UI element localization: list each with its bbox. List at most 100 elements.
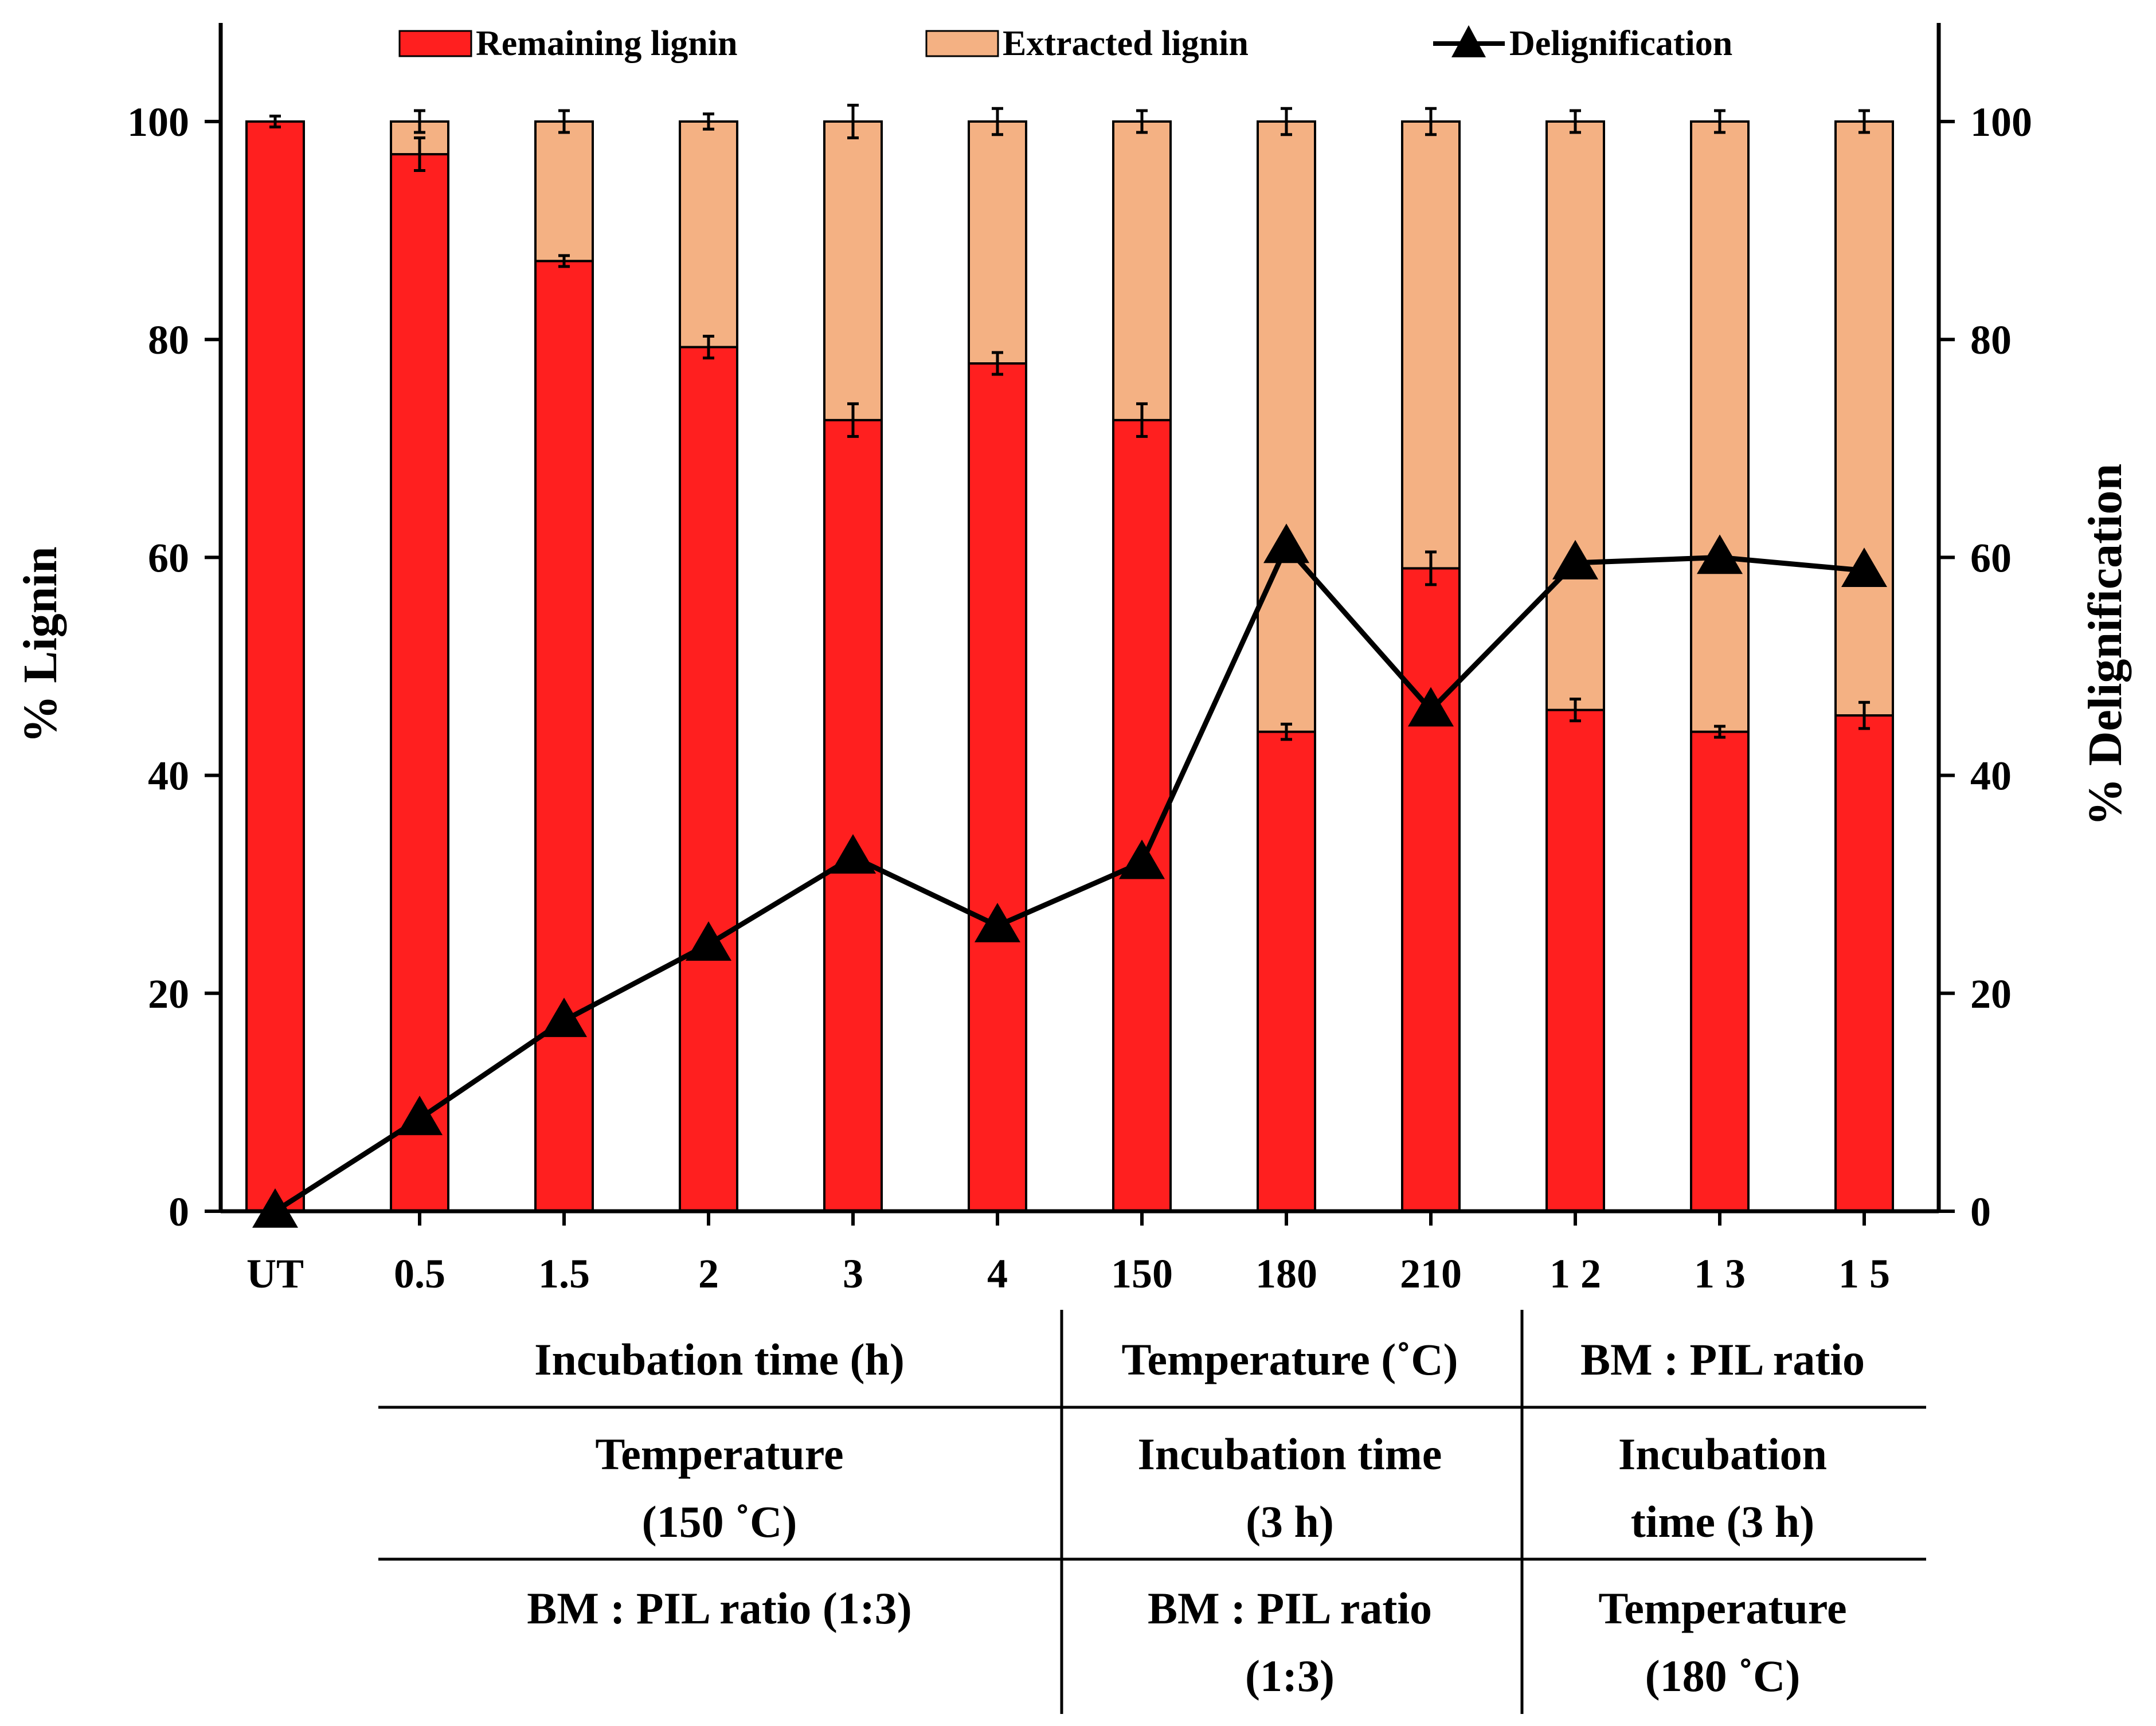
error-remaining-7 [1281, 722, 1292, 741]
delignification-marker-7 [1263, 523, 1309, 563]
y-tick-label-left-1: 20 [148, 971, 189, 1017]
table-cell-r2-c0-line0: BM : PIL ratio (1:3) [527, 1583, 912, 1633]
bar-remaining-4 [823, 418, 883, 1212]
bar-remaining-8 [1401, 567, 1461, 1212]
error-remaining-11 [1858, 700, 1870, 730]
delignification-marker-2 [541, 997, 587, 1038]
delignification-marker-0 [252, 1188, 298, 1228]
table-cell-r1-c2-line0: Incubation [1618, 1429, 1827, 1479]
bar-extracted-10 [1690, 120, 1750, 733]
bar-remaining-3 [679, 346, 738, 1213]
table-cell-r2-c1-line0: BM : PIL ratio [1148, 1583, 1432, 1633]
x-tick-label-9: 1 2 [1549, 1251, 1601, 1297]
error-extracted-11 [1858, 109, 1870, 134]
error-extracted-1 [414, 109, 425, 134]
table-cell-r1-c2-line1: time (3 h) [1631, 1497, 1815, 1547]
error-extracted-2 [558, 109, 570, 134]
legend-swatch-extracted [925, 30, 999, 57]
x-tick-label-4: 3 [843, 1251, 863, 1297]
delignification-marker-3 [686, 921, 731, 961]
delignification-marker-1 [397, 1095, 443, 1136]
error-extracted-8 [1425, 107, 1437, 136]
error-remaining-10 [1714, 725, 1725, 739]
legend-marker-delignification [1451, 25, 1486, 57]
bar-extracted-3 [679, 120, 738, 349]
error-remaining-2 [558, 254, 570, 268]
bar-remaining-7 [1257, 730, 1316, 1213]
x-tick-label-6: 150 [1111, 1251, 1173, 1297]
error-remaining-6 [1136, 402, 1148, 438]
bar-remaining-0 [245, 120, 305, 1212]
delignification-marker-5 [975, 902, 1020, 942]
legend-swatch-remaining [398, 30, 472, 57]
bar-remaining-1 [390, 153, 449, 1212]
error-remaining-0 [269, 114, 281, 129]
bar-extracted-7 [1257, 120, 1316, 733]
bar-extracted-4 [823, 120, 883, 421]
delignification-marker-9 [1552, 539, 1598, 580]
table-cell-r2-c2-line1: (180 ˚C) [1645, 1651, 1801, 1701]
y-axis-title-left: % Lignin [14, 546, 67, 743]
delignification-marker-11 [1841, 547, 1887, 588]
y-tick-label-right-1: 20 [1970, 971, 2012, 1017]
y-tick-label-left-2: 40 [148, 753, 189, 799]
table-cell-r1-c0-line1: (150 ˚C) [642, 1497, 797, 1547]
error-extracted-4 [847, 103, 859, 140]
x-tick-label-1: 0.5 [394, 1251, 445, 1297]
bar-extracted-8 [1401, 120, 1461, 570]
legend-label-remaining: Remaining lignin [476, 24, 738, 63]
x-tick-label-8: 210 [1400, 1251, 1462, 1297]
x-tick-label-7: 180 [1255, 1251, 1317, 1297]
error-remaining-5 [992, 351, 1003, 376]
delignification-marker-6 [1119, 839, 1165, 879]
table-cell-r1-c0-line0: Temperature [595, 1429, 843, 1479]
error-remaining-9 [1570, 698, 1581, 723]
legend-label-delignification: Delignification [1509, 24, 1732, 63]
table-cell-r1-c1-line1: (3 h) [1246, 1497, 1334, 1547]
y-tick-label-left-5: 100 [127, 99, 189, 145]
error-extracted-9 [1570, 109, 1581, 134]
y-tick-label-left-0: 0 [169, 1189, 189, 1235]
bar-extracted-5 [968, 120, 1027, 365]
error-extracted-7 [1281, 107, 1292, 136]
condition-table: Incubation time (h) Temperature (˚C) BM : … [378, 1310, 1926, 1714]
x-tick-label-5: 4 [987, 1251, 1008, 1297]
bar-extracted-2 [534, 120, 594, 263]
y-tick-label-left-4: 80 [148, 317, 189, 363]
y-tick-label-right-2: 40 [1970, 753, 2012, 799]
y-tick-label-right-3: 60 [1970, 535, 2012, 581]
y-tick-label-right-4: 80 [1970, 317, 2012, 363]
error-extracted-5 [992, 107, 1003, 136]
error-remaining-3 [703, 334, 714, 360]
x-tick-label-10: 1 3 [1694, 1251, 1746, 1297]
error-extracted-10 [1714, 109, 1725, 134]
bar-remaining-10 [1690, 730, 1750, 1213]
legend: Remaining lignin Extracted lignin Delignif… [398, 24, 1732, 63]
bar-remaining-9 [1545, 709, 1605, 1213]
legend-label-extracted: Extracted lignin [1003, 24, 1249, 63]
delignification-marker-10 [1697, 534, 1743, 574]
y-axis-title-right: % Delignification [2079, 464, 2132, 826]
delignification-line [273, 543, 1865, 1214]
bar-extracted-6 [1112, 120, 1172, 421]
error-remaining-4 [847, 402, 859, 438]
bar-remaining-2 [534, 260, 594, 1212]
x-tick-label-2: 1.5 [538, 1251, 590, 1297]
delignification-marker-4 [830, 834, 876, 874]
table-cell-r0-c0-line0: Incubation time (h) [534, 1334, 905, 1384]
table-cell-r0-c2-line0: BM : PIL ratio [1580, 1334, 1865, 1384]
error-remaining-1 [414, 136, 425, 173]
y-tick-label-right-5: 100 [1970, 99, 2032, 145]
bar-remaining-11 [1834, 714, 1894, 1213]
bar-remaining-5 [968, 362, 1027, 1212]
table-cell-r2-c2-line0: Temperature [1598, 1583, 1846, 1633]
y-tick-label-right-0: 0 [1970, 1189, 1991, 1235]
error-extracted-3 [703, 112, 714, 131]
error-extracted-6 [1136, 109, 1148, 134]
table-cell-r0-c1-line0: Temperature (˚C) [1121, 1334, 1458, 1384]
bar-extracted-11 [1834, 120, 1894, 717]
x-tick-label-11: 1 5 [1838, 1251, 1890, 1297]
delignification-marker-8 [1408, 687, 1454, 727]
